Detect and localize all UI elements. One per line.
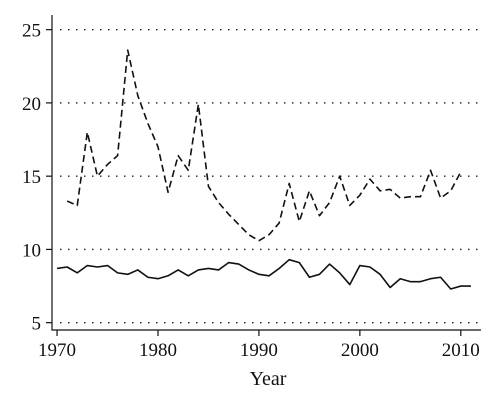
series-lines — [56, 49, 471, 290]
y-tick-label-5: 5 — [32, 314, 42, 335]
y-tick-label-20: 20 — [22, 94, 41, 115]
x-tick-label-2010: 2010 — [442, 340, 480, 361]
axes — [51, 15, 481, 331]
y-tick-label-15: 15 — [22, 167, 41, 188]
x-axis-label: Year — [250, 368, 287, 390]
solid-series-line — [56, 258, 471, 290]
x-tick-label-1990: 1990 — [240, 340, 278, 361]
dashed-series-line — [66, 49, 462, 242]
ticks: 5 10 15 20 25 1970 1980 1990 2000 2010 — [22, 21, 480, 361]
gridlines — [60, 28, 481, 324]
x-tick-label-1970: 1970 — [38, 340, 76, 361]
y-tick-label-10: 10 — [22, 240, 41, 261]
x-tick-label-1980: 1980 — [139, 340, 177, 361]
y-tick-label-25: 25 — [22, 21, 41, 42]
x-tick-label-2000: 2000 — [341, 340, 379, 361]
axis-frame — [51, 15, 481, 331]
